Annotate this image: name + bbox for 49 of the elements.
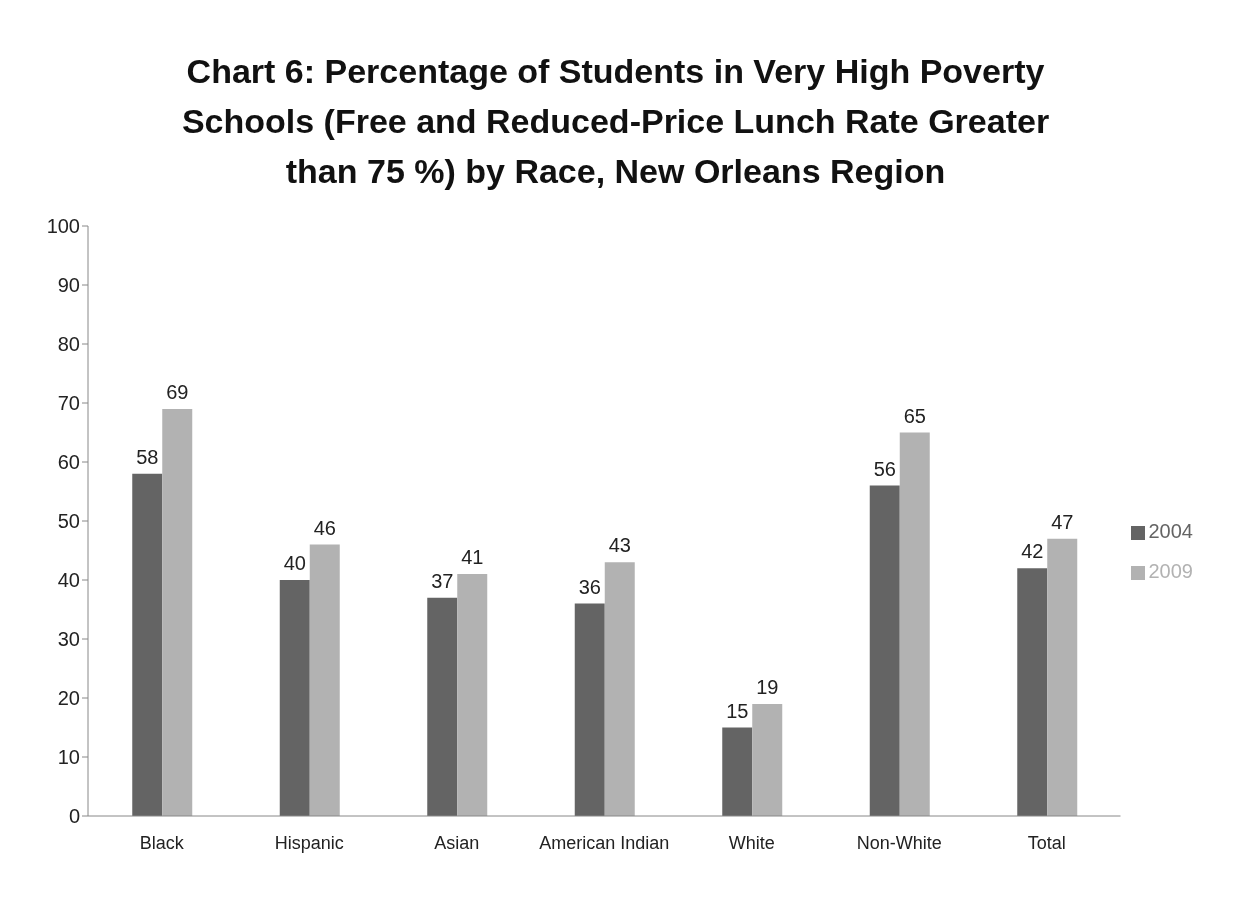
y-tick-label: 60	[57, 451, 80, 474]
data-label: 69	[166, 380, 189, 403]
y-tick-label: 30	[57, 628, 80, 651]
data-label: 42	[1021, 540, 1044, 563]
y-tick-label: 20	[57, 687, 80, 710]
bar	[574, 603, 605, 816]
data-label: 37	[431, 569, 454, 592]
bar	[722, 727, 753, 816]
data-label: 40	[283, 552, 306, 574]
data-label: 36	[578, 575, 601, 598]
y-tick-label: 0	[68, 805, 80, 828]
data-label: 41	[461, 546, 484, 569]
y-tick-label: 90	[57, 274, 80, 297]
y-tick-label: 40	[57, 569, 80, 592]
data-label: 56	[873, 457, 896, 480]
data-label: 43	[608, 534, 631, 557]
y-tick-label: 50	[57, 510, 80, 533]
data-label: 65	[903, 404, 926, 427]
bar	[279, 580, 310, 816]
x-tick-label: Non-White	[856, 832, 942, 853]
data-label: 46	[313, 516, 336, 539]
y-tick-label: 80	[57, 333, 80, 356]
x-tick-label: Black	[139, 832, 185, 853]
x-tick-label: Hispanic	[274, 832, 344, 853]
bar	[604, 562, 635, 816]
data-label: 58	[136, 445, 159, 468]
legend-label: 2004	[1148, 520, 1193, 542]
y-tick-label: 100	[46, 215, 80, 238]
bar	[457, 574, 488, 816]
data-label: 47	[1051, 510, 1074, 533]
chart-title: Chart 6: Percentage of Students in Very High Poverty Schools (Free and Reduced-Price Lunch Rate Greater than 75 %) by Race, New Orleans Region	[181, 52, 1050, 190]
data-label: 19	[756, 675, 779, 698]
bar	[162, 408, 193, 816]
data-label: 15	[726, 699, 749, 722]
x-tick-label: White	[728, 832, 775, 853]
x-tick-label: Asian	[434, 832, 480, 853]
legend-label: 2009	[1148, 560, 1193, 582]
bar	[132, 473, 163, 816]
y-tick-label: 10	[57, 746, 80, 769]
bar	[427, 597, 458, 816]
bar	[899, 432, 930, 816]
bar	[309, 544, 340, 816]
bar	[869, 485, 900, 816]
bar	[1047, 538, 1078, 816]
x-tick-label: American Indian	[539, 832, 670, 853]
y-tick-label: 70	[57, 392, 80, 415]
x-tick-label: Total	[1027, 832, 1066, 853]
bar	[752, 703, 783, 816]
bar	[1017, 568, 1048, 816]
